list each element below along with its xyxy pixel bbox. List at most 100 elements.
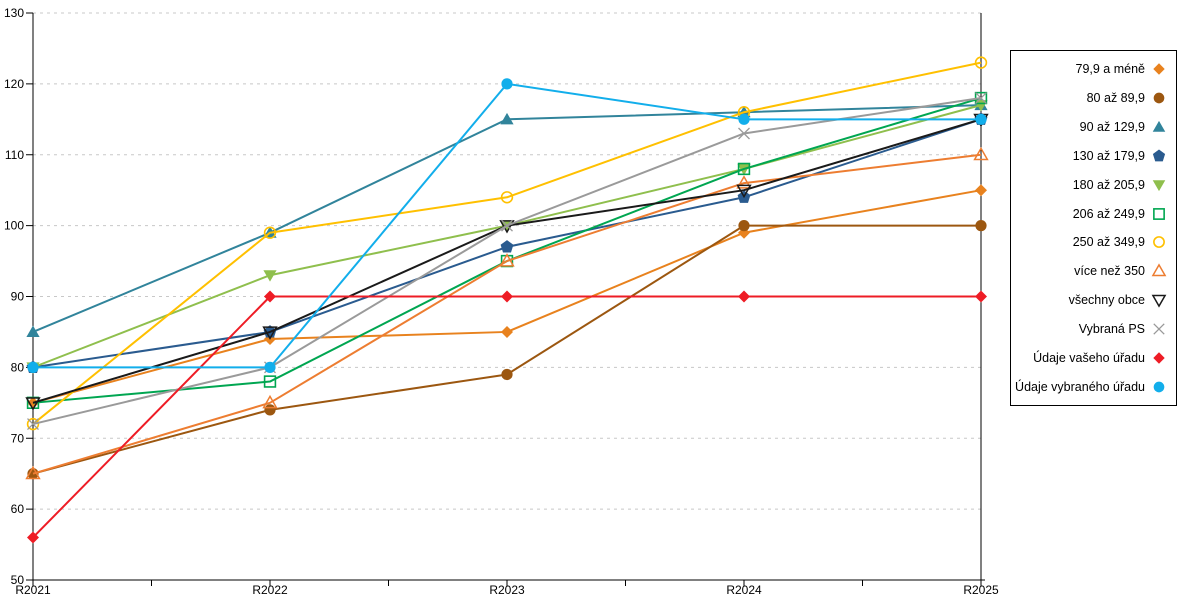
data-point-marker — [27, 418, 39, 431]
legend-label: Údaje vybraného úřadu — [1015, 379, 1145, 394]
legend-label: 180 až 205,9 — [1072, 177, 1145, 192]
data-point-marker — [27, 361, 39, 373]
data-point-marker — [738, 220, 750, 232]
data-point-marker — [1153, 351, 1165, 364]
data-point-marker — [975, 290, 987, 303]
x-axis-tick-label: R2025 — [963, 583, 999, 597]
data-point-marker — [736, 175, 752, 189]
x-axis-tick-label: R2023 — [489, 583, 525, 597]
legend-label: 206 až 249,9 — [1072, 206, 1145, 221]
legend-item: 80 až 89,9 — [1015, 84, 1168, 113]
data-point-marker — [262, 326, 278, 340]
legend-item: 79,9 a méně — [1015, 55, 1168, 84]
series-80-a-89-9 — [27, 220, 987, 480]
data-point-marker — [25, 465, 41, 480]
data-point-marker — [263, 270, 277, 282]
data-point-marker — [973, 146, 989, 161]
data-point-marker — [501, 368, 513, 381]
data-point-marker — [500, 191, 514, 204]
legend-item: 90 až 129,9 — [1015, 113, 1168, 142]
x-legend-icon — [1153, 323, 1165, 335]
legend-item: Údaje vašeho úřadu — [1015, 343, 1168, 372]
x-axis-tick-label: R2021 — [15, 583, 51, 597]
data-point-marker — [974, 56, 988, 69]
diamond-legend-icon — [1153, 63, 1165, 76]
y-axis-tick-label: 60 — [11, 502, 25, 516]
data-point-marker — [264, 404, 276, 416]
circle-open-legend-icon — [1153, 236, 1165, 249]
axes: 50 60 70 80 90 100 110 120 130 R2021 R2022 R2023 R20… — [4, 6, 999, 597]
series-line — [32, 224, 981, 475]
legend-item: 250 až 349,9 — [1015, 228, 1168, 257]
data-point-marker — [738, 113, 750, 125]
data-point-marker — [1152, 149, 1166, 162]
series-line — [32, 61, 982, 425]
legend-item: více než 350 — [1015, 257, 1168, 286]
x-axis-tick-label: R2024 — [726, 583, 762, 597]
x-axis-tick-label: R2022 — [252, 583, 288, 597]
data-point-marker — [262, 394, 278, 409]
y-axis-tick-label: 130 — [4, 6, 24, 20]
legend-label: 250 až 349,9 — [1072, 235, 1145, 250]
data-point-marker — [1153, 63, 1165, 76]
y-axis-tick-label: 50 — [11, 573, 25, 587]
legend-item: 130 až 179,9 — [1015, 141, 1168, 170]
triangle-down-legend-icon — [1152, 179, 1166, 191]
legend-item: všechny obce — [1015, 286, 1168, 315]
data-point-marker — [975, 220, 987, 232]
y-axis-tick-label: 110 — [5, 148, 24, 162]
legend-label: Vybraná PS — [1078, 321, 1145, 336]
triangle-legend-icon — [1152, 120, 1166, 132]
legend-label: více než 350 — [1074, 264, 1145, 279]
data-point-marker — [501, 78, 513, 90]
data-point-marker — [1153, 323, 1165, 335]
y-axis-tick-label: 80 — [11, 360, 25, 374]
data-point-marker — [738, 290, 750, 303]
square-open-legend-icon — [1153, 207, 1165, 220]
y-axis-tick-label: 100 — [4, 219, 24, 233]
legend-item: Údaje vybraného úřadu — [1015, 372, 1168, 401]
data-point-marker — [1153, 381, 1165, 392]
legend-label: Údaje vašeho úřadu — [1033, 350, 1145, 365]
triangle-open-legend-icon — [1151, 263, 1167, 277]
data-point-marker — [500, 240, 514, 253]
y-axis-tick-label: 120 — [4, 77, 24, 91]
series-v-ce-ne-350 — [25, 146, 989, 480]
data-point-marker — [736, 184, 752, 199]
series-line — [32, 153, 982, 475]
legend-label: 130 až 179,9 — [1072, 148, 1145, 163]
data-point-marker — [26, 325, 40, 337]
y-axis-tick-label: 70 — [11, 431, 25, 445]
data-point-marker — [500, 112, 514, 125]
triangle-down-open-legend-icon — [1151, 294, 1167, 308]
data-point-marker — [263, 226, 277, 239]
data-point-marker — [1152, 120, 1166, 132]
chart-legend: 79,9 a méně 80 až 89,9 90 až 129,9 130 až 1… — [1010, 50, 1177, 406]
data-point-marker — [1151, 294, 1167, 308]
legend-label: 79,9 a méně — [1075, 62, 1146, 77]
legend-label: 90 až 129,9 — [1079, 120, 1145, 135]
data-point-marker — [501, 290, 513, 303]
data-point-marker — [975, 92, 987, 105]
data-point-marker — [25, 397, 41, 411]
legend-item: 206 až 249,9 — [1015, 199, 1168, 228]
circle-legend-icon — [1153, 92, 1165, 104]
diamond-legend-icon — [1153, 351, 1165, 364]
data-point-marker — [263, 375, 277, 388]
data-point-marker — [27, 531, 39, 544]
series-daje-va-eho-adu — [27, 290, 987, 544]
circle-legend-icon — [1153, 381, 1165, 392]
data-point-marker — [1151, 263, 1167, 277]
data-point-marker — [499, 253, 515, 267]
data-point-marker — [26, 417, 40, 431]
legend-label: všechny obce — [1068, 293, 1145, 308]
series-daje-vybran-ho-adu — [27, 78, 987, 373]
legend-item: Vybraná PS — [1015, 314, 1168, 343]
data-point-marker — [264, 290, 276, 303]
data-point-marker — [975, 184, 987, 197]
legend-label: 80 až 89,9 — [1086, 91, 1145, 106]
data-point-marker — [264, 361, 276, 373]
data-point-marker — [501, 219, 513, 232]
